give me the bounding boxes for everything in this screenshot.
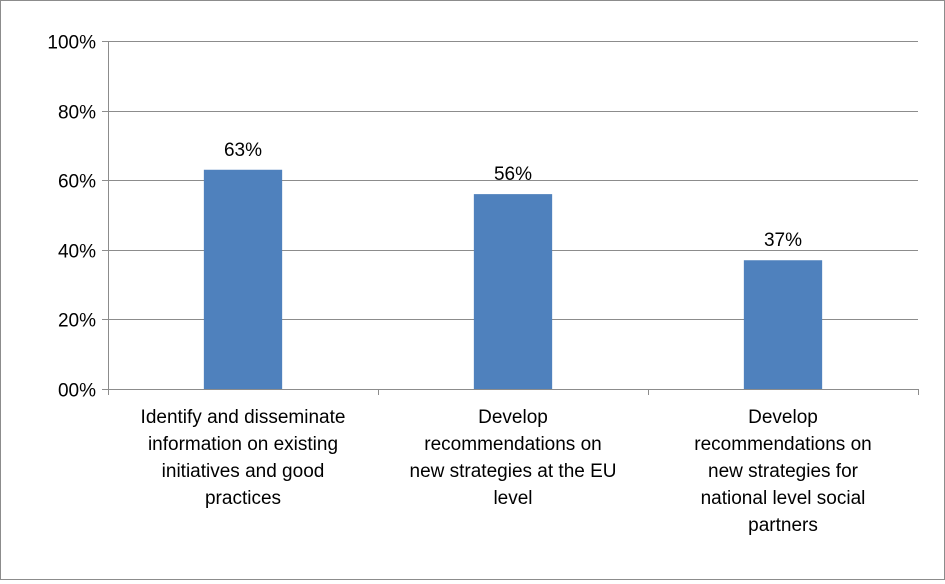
category-label-line: recommendations on: [424, 434, 601, 455]
bar: [203, 169, 283, 389]
data-label: 56%: [494, 164, 532, 185]
category-label: Identify and disseminate information on e…: [141, 407, 346, 509]
category-label: Develop recommendations on new strategies …: [410, 407, 617, 509]
category-label-line: new strategies for: [708, 461, 859, 482]
category-label-line: Develop: [478, 407, 548, 428]
labels: 00% 20% 40% 60% 80% 100% 63% Identify and disse…: [47, 33, 871, 537]
bars: [203, 169, 823, 389]
y-tick-label: 40%: [58, 242, 96, 263]
data-label: 37%: [764, 230, 802, 251]
category-label: Develop recommendations on new strategies …: [694, 407, 871, 536]
y-tick-label: 60%: [58, 172, 96, 193]
category-label-line: Identify and disseminate: [141, 407, 346, 428]
category-label-line: recommendations on: [694, 434, 871, 455]
category-label-line: initiatives and good: [162, 461, 325, 482]
bar: [473, 194, 553, 389]
bar: [743, 260, 823, 389]
category-label-line: national level social: [701, 488, 866, 509]
y-tick-label: 100%: [47, 33, 96, 54]
category-label-line: partners: [748, 515, 818, 536]
y-tick-label: 20%: [58, 311, 96, 332]
y-tick-label: 80%: [58, 103, 96, 124]
category-label-line: Develop: [748, 407, 818, 428]
category-label-line: practices: [205, 488, 281, 509]
axes: [102, 41, 919, 395]
y-tick-label: 00%: [58, 381, 96, 402]
category-label-line: information on existing: [148, 434, 338, 455]
data-label: 63%: [224, 140, 262, 161]
category-label-line: level: [493, 488, 532, 509]
category-label-line: new strategies at the EU: [410, 461, 617, 482]
